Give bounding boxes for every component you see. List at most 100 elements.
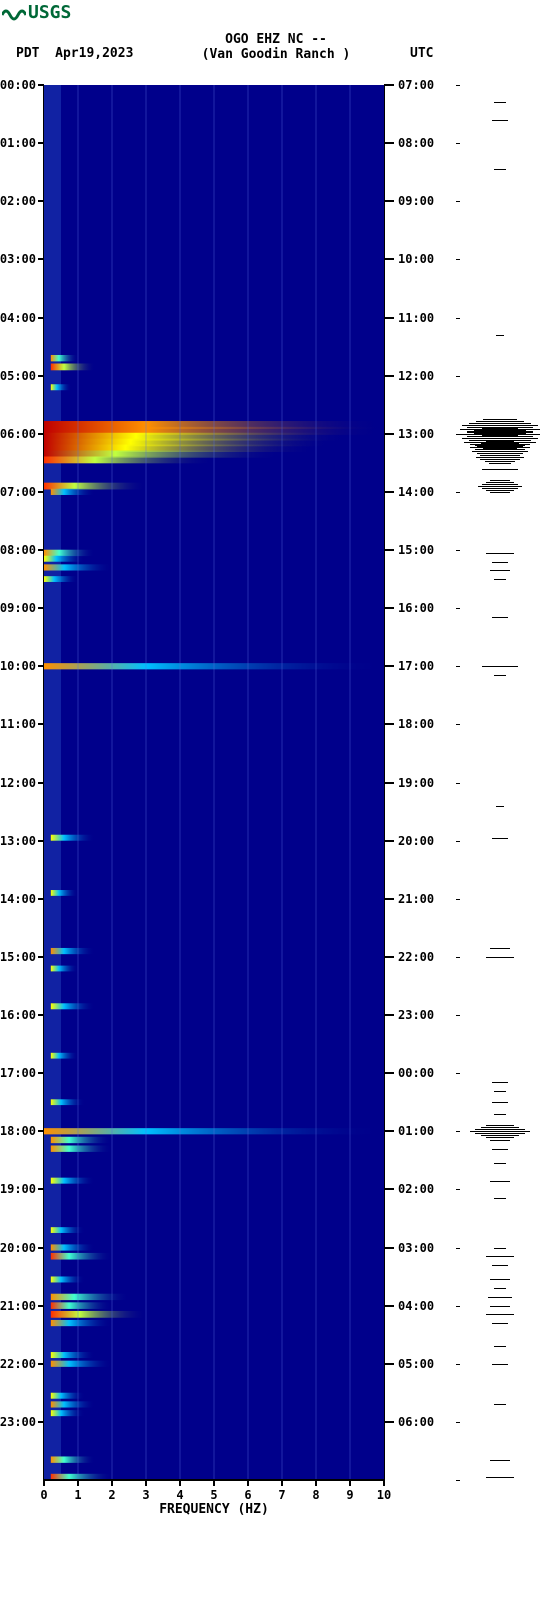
utc-tick-label: 13:00 [398,427,434,441]
utc-tick-label: 08:00 [398,136,434,150]
utc-tick-label: 14:00 [398,485,434,499]
pdt-tick-label: 17:00 [0,1066,36,1080]
helicorder-event [494,1091,506,1092]
helicorder-event [494,1404,506,1405]
pdt-tick-label: 07:00 [0,485,36,499]
helicorder-event [486,553,514,554]
helicorder-event [486,1477,514,1478]
helicorder-event [482,666,518,667]
helicorder-event [490,1460,510,1461]
pdt-tick-label: 05:00 [0,369,36,383]
frequency-tick-label: 1 [74,1488,81,1502]
helicorder-trace [460,85,546,1480]
utc-tick-label: 15:00 [398,543,434,557]
pdt-tick-label: 20:00 [0,1241,36,1255]
helicorder-event [494,1288,506,1289]
frequency-tick-label: 10 [377,1488,391,1502]
pdt-tick-label: 13:00 [0,834,36,848]
helicorder-event [470,1131,530,1132]
helicorder-event [496,335,504,336]
utc-tick-label: 03:00 [398,1241,434,1255]
utc-tick-label: 02:00 [398,1182,434,1196]
helicorder-event [490,570,510,571]
frequency-tick-label: 9 [346,1488,353,1502]
helicorder-event [490,948,510,949]
utc-tick-label: 00:00 [398,1066,434,1080]
utc-tick-label: 09:00 [398,194,434,208]
utc-tick-label: 22:00 [398,950,434,964]
helicorder-event [492,1082,508,1083]
pdt-tick-label: 23:00 [0,1415,36,1429]
pdt-time-axis: 00:0001:0002:0003:0004:0005:0006:0007:00… [0,85,44,1480]
helicorder-event [494,169,506,170]
helicorder-event [488,1297,512,1298]
frequency-tick-label: 6 [244,1488,251,1502]
helicorder-event [492,1323,508,1324]
helicorder-event [492,120,508,121]
pdt-tick-label: 11:00 [0,717,36,731]
helicorder-event [486,1256,514,1257]
helicorder-event [490,1140,510,1141]
helicorder-event [492,838,508,839]
helicorder-event [478,486,522,487]
pdt-tick-label: 00:00 [0,78,36,92]
utc-tick-label: 20:00 [398,834,434,848]
station-channel: OGO EHZ NC -- [0,32,552,47]
pdt-tick-label: 19:00 [0,1182,36,1196]
pdt-tick-label: 16:00 [0,1008,36,1022]
helicorder-event [486,957,514,958]
utc-tick-label: 10:00 [398,252,434,266]
helicorder-event [492,1265,508,1266]
pdt-tick-label: 01:00 [0,136,36,150]
utc-tick-label: 11:00 [398,311,434,325]
utc-tick-label: 16:00 [398,601,434,615]
utc-tick-label: 01:00 [398,1124,434,1138]
utc-tick-label: 21:00 [398,892,434,906]
helicorder-event [486,1314,514,1315]
usgs-wave-icon [2,5,26,21]
pdt-tick-label: 22:00 [0,1357,36,1371]
helicorder-event [496,806,504,807]
helicorder-event [492,617,508,618]
helicorder-event [476,457,524,458]
helicorder-event [492,562,508,563]
frequency-axis-label: FREQUENCY (HZ) [44,1502,384,1517]
utc-tick-label: 23:00 [398,1008,434,1022]
helicorder-event [494,1114,506,1115]
spectrogram-data [44,85,384,1480]
helicorder-event [490,1279,510,1280]
utc-tick-label: 19:00 [398,776,434,790]
helicorder-event [494,1163,506,1164]
pdt-tick-label: 04:00 [0,311,36,325]
pdt-tick-label: 10:00 [0,659,36,673]
utc-tick-label: 18:00 [398,717,434,731]
frequency-tick-label: 7 [278,1488,285,1502]
helicorder-event [490,1181,510,1182]
helicorder-event [482,469,518,470]
pdt-tick-label: 09:00 [0,601,36,615]
helicorder-event [494,1248,506,1249]
frequency-tick-label: 0 [40,1488,47,1502]
utc-tick-label: 17:00 [398,659,434,673]
helicorder-event [492,1364,508,1365]
left-timezone-label: PDT Apr19,2023 [16,46,133,61]
spectrogram-plot [44,85,384,1480]
frequency-tick-label: 4 [176,1488,183,1502]
pdt-tick-label: 15:00 [0,950,36,964]
pdt-tick-label: 18:00 [0,1124,36,1138]
pdt-tick-label: 14:00 [0,892,36,906]
right-timezone-label: UTC [410,46,433,61]
frequency-tick-label: 5 [210,1488,217,1502]
utc-tick-label: 06:00 [398,1415,434,1429]
pdt-tick-label: 03:00 [0,252,36,266]
helicorder-event [494,579,506,580]
frequency-axis: FREQUENCY (HZ) 012345678910 [44,1480,384,1520]
utc-tick-label: 05:00 [398,1357,434,1371]
pdt-tick-label: 08:00 [0,543,36,557]
utc-tick-label: 07:00 [398,78,434,92]
helicorder-event [490,1306,510,1307]
frequency-tick-label: 2 [108,1488,115,1502]
frequency-tick-label: 8 [312,1488,319,1502]
usgs-logo: USGS [2,2,71,23]
pdt-tick-label: 06:00 [0,427,36,441]
